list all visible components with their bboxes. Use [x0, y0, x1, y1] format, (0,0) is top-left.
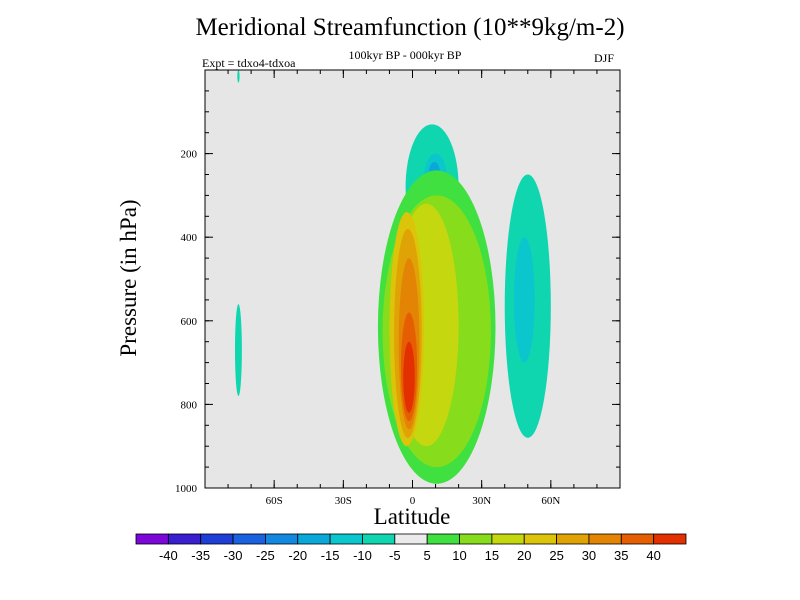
- y-tick-label-4: 1000: [175, 483, 198, 495]
- colorbar-label-13: 30: [582, 548, 596, 563]
- y-tick-label-1: 400: [181, 232, 198, 244]
- colorbar: -40 -35 -30 -25 -20 -15 -10 -5 5 10 15 20 25 30 35 40: [135, 533, 687, 563]
- colorbar-swatch-13: [556, 533, 590, 545]
- x-tick-label-1: 30S: [335, 495, 352, 507]
- colorbar-swatch-3: [232, 533, 266, 545]
- colorbar-swatch-9: [426, 533, 460, 545]
- x-tick-label-0: 60S: [266, 495, 283, 507]
- colorbar-swatch-10: [459, 533, 493, 545]
- x-tick-label-3: 30N: [472, 495, 491, 507]
- y-tick-label-3: 800: [181, 399, 198, 411]
- colorbar-swatch-5: [297, 533, 331, 545]
- colorbar-swatch-8: [394, 533, 428, 545]
- colorbar-swatch-11: [491, 533, 525, 545]
- colorbar-label-2: -30: [224, 548, 243, 563]
- y-axis-label: Pressure (in hPa): [116, 199, 141, 356]
- colorbar-label-8: 5: [424, 548, 431, 563]
- colorbar-label-9: 10: [452, 548, 466, 563]
- season-label: DJF: [594, 51, 615, 65]
- chart-subtitle: 100kyr BP - 000kyr BP: [348, 48, 462, 62]
- colorbar-label-0: -40: [159, 548, 178, 563]
- contour-region-6: [513, 237, 535, 363]
- chart-title: Meridional Streamfunction (10**9kg/m-2): [195, 14, 625, 41]
- colorbar-label-1: -35: [191, 548, 210, 563]
- colorbar-swatch-16: [653, 533, 687, 545]
- x-axis-label: Latitude: [374, 504, 451, 529]
- x-tick-label-2: 0: [410, 495, 416, 507]
- colorbar-swatch-2: [200, 533, 234, 545]
- colorbar-swatch-1: [167, 533, 202, 545]
- colorbar-swatch-0: [135, 533, 169, 545]
- colorbar-label-10: 15: [485, 548, 499, 563]
- colorbar-label-12: 25: [549, 548, 563, 563]
- x-tick-label-4: 60N: [541, 495, 560, 507]
- y-tick-label-0: 200: [181, 149, 198, 161]
- colorbar-label-5: -15: [321, 548, 340, 563]
- colorbar-swatch-12: [523, 533, 557, 545]
- y-tick-label-2: 600: [181, 316, 198, 328]
- colorbar-swatch-15: [620, 533, 655, 545]
- colorbar-label-6: -10: [353, 548, 372, 563]
- y-axis: 200 400 600 800 1000: [175, 69, 620, 495]
- colorbar-swatch-7: [362, 533, 396, 545]
- colorbar-swatch-4: [265, 533, 299, 545]
- contour-region-1: [237, 70, 240, 83]
- contour-region-14: [403, 341, 415, 413]
- contour-region-0: [234, 304, 242, 397]
- colorbar-label-3: -25: [256, 548, 275, 563]
- colorbar-label-15: 40: [646, 548, 660, 563]
- contour-fill-group: [234, 70, 551, 484]
- colorbar-label-14: 35: [614, 548, 628, 563]
- colorbar-label-11: 20: [517, 548, 531, 563]
- colorbar-swatch-14: [588, 533, 622, 545]
- colorbar-swatch-6: [329, 533, 363, 545]
- colorbar-label-7: -5: [389, 548, 401, 563]
- x-axis: 60S 30S 0 30N 60N: [204, 70, 621, 507]
- experiment-label: Expt = tdxo4-tdxoa: [202, 56, 296, 70]
- colorbar-label-4: -20: [288, 548, 307, 563]
